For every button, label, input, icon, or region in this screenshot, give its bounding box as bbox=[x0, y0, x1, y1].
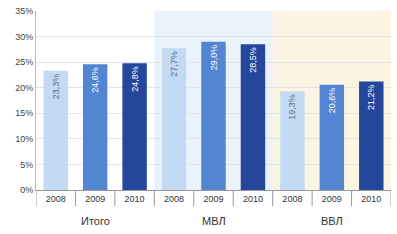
svg-text:24,8%: 24,8% bbox=[130, 66, 140, 92]
svg-text:2010: 2010 bbox=[125, 194, 145, 204]
svg-text:ВВЛ: ВВЛ bbox=[321, 215, 343, 227]
svg-text:Итого: Итого bbox=[81, 215, 110, 227]
svg-text:30%: 30% bbox=[15, 32, 33, 42]
svg-text:2009: 2009 bbox=[322, 194, 342, 204]
svg-text:29,0%: 29,0% bbox=[209, 45, 219, 71]
svg-text:МВЛ: МВЛ bbox=[202, 215, 226, 227]
svg-text:2008: 2008 bbox=[282, 194, 302, 204]
svg-text:24,6%: 24,6% bbox=[90, 67, 100, 93]
svg-text:5%: 5% bbox=[20, 160, 33, 170]
svg-text:2008: 2008 bbox=[46, 194, 66, 204]
svg-text:21,2%: 21,2% bbox=[366, 85, 376, 111]
svg-text:27,7%: 27,7% bbox=[169, 51, 179, 77]
svg-text:2009: 2009 bbox=[85, 194, 105, 204]
svg-text:2008: 2008 bbox=[164, 194, 184, 204]
svg-text:10%: 10% bbox=[15, 134, 33, 144]
svg-text:15%: 15% bbox=[15, 108, 33, 118]
svg-text:2010: 2010 bbox=[243, 194, 263, 204]
svg-text:19,3%: 19,3% bbox=[287, 94, 297, 120]
svg-text:35%: 35% bbox=[15, 6, 33, 16]
svg-text:23,3%: 23,3% bbox=[51, 74, 61, 100]
svg-text:25%: 25% bbox=[15, 57, 33, 67]
svg-text:20,6%: 20,6% bbox=[327, 88, 337, 114]
svg-text:20%: 20% bbox=[15, 83, 33, 93]
svg-text:2009: 2009 bbox=[203, 194, 223, 204]
svg-text:2010: 2010 bbox=[361, 194, 381, 204]
svg-text:28,5%: 28,5% bbox=[248, 47, 258, 73]
svg-text:0%: 0% bbox=[20, 185, 33, 195]
